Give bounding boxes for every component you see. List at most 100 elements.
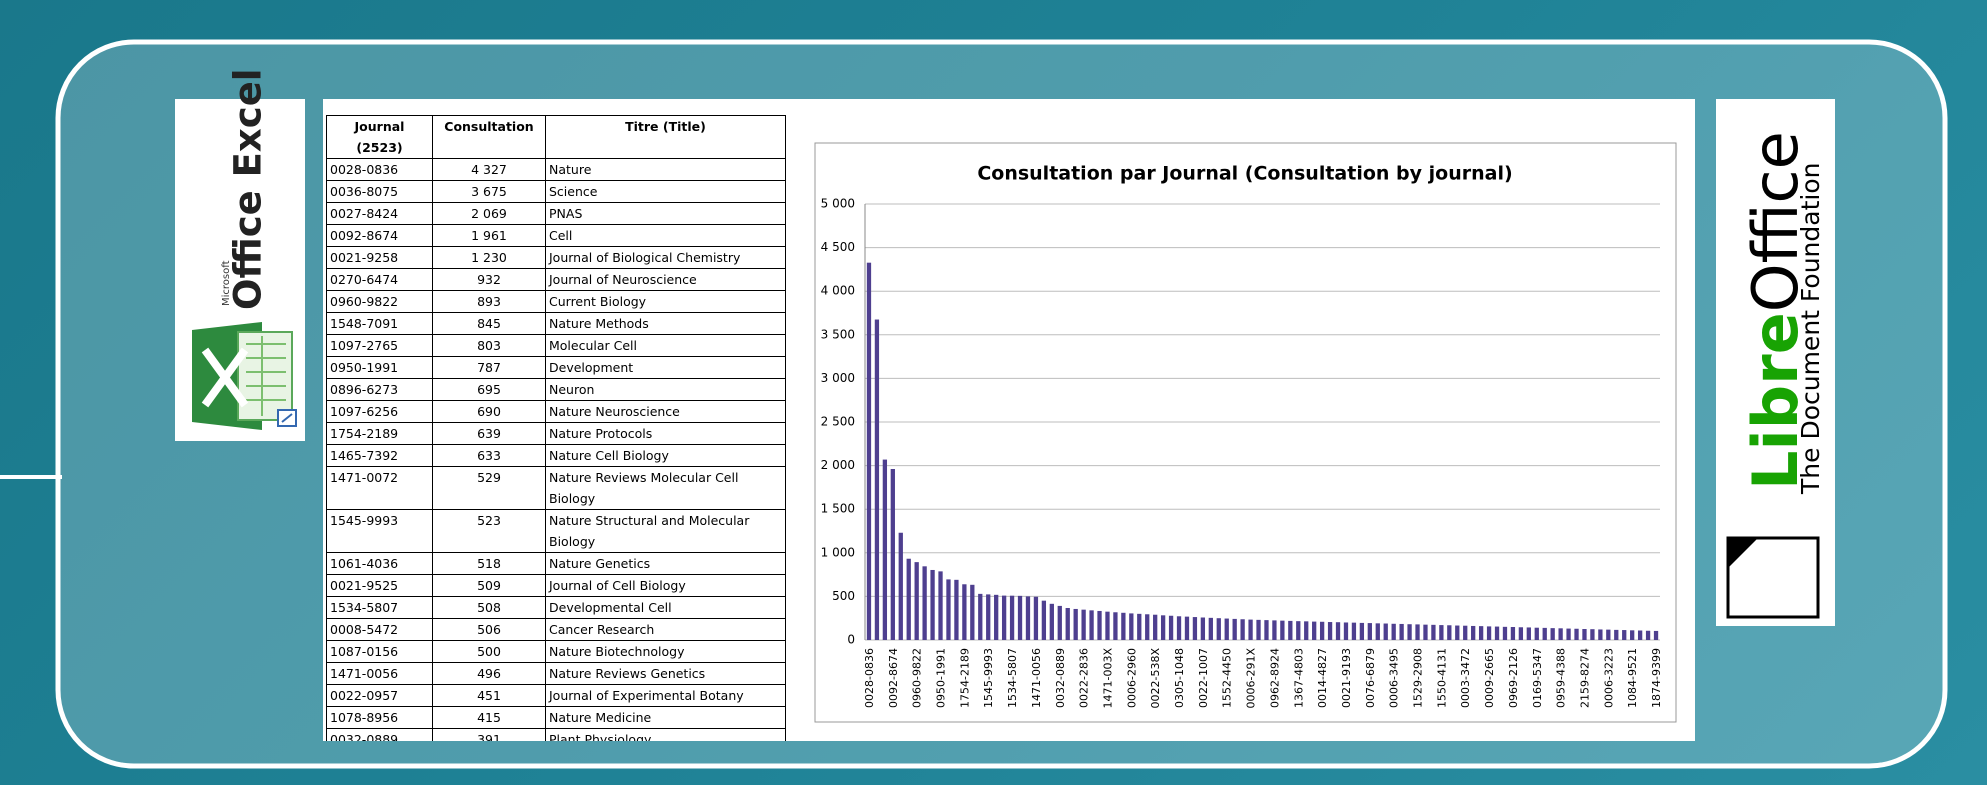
table-cell: 1061-4036 [326,552,433,575]
table-row: 0021-9525 509 Journal of Cell Biology [326,574,786,597]
table-row: 0027-8424 2 069 PNAS [326,202,786,225]
x-tick-label: 1471-003X [1101,648,1114,709]
bar [1630,630,1635,640]
y-tick-label: 4 500 [821,240,855,254]
bar [914,562,919,640]
x-tick-label: 2159-8274 [1578,648,1591,708]
bar [1288,620,1293,640]
y-tick-label: 5 000 [821,197,855,211]
bar [1312,621,1317,640]
y-tick-label: 1 500 [821,502,855,516]
bar [1280,620,1285,640]
bar [1343,622,1349,640]
bar [1160,615,1166,640]
table-cell: 1087-0156 [326,640,433,663]
excel-maker: Microsoft [221,260,232,306]
bar [1455,625,1460,640]
libreoffice-wordmark: LibreOffice [1739,131,1812,490]
bar [1598,629,1603,640]
office: Office [1739,131,1812,312]
bar [1327,622,1333,640]
x-tick-label: 0006-2960 [1125,648,1138,708]
bar [922,566,927,640]
table-row: 1471-0072 529 Nature Reviews Molecular Cel… [326,466,786,510]
bar [1423,624,1428,640]
x-tick-label: 0092-8674 [887,648,900,708]
bar [1129,613,1134,640]
table-row: 1097-2765 803 Molecular Cell [326,334,786,357]
bar [1033,596,1039,640]
table-cell: 0950-1991 [326,356,433,379]
x-tick-label: 0950-1991 [935,648,948,708]
bar [1224,618,1229,640]
bar [1526,627,1531,640]
bar [1606,629,1611,640]
bar [994,594,999,640]
y-tick-label: 1 000 [821,545,855,559]
x-tick-label: 0009-2665 [1483,648,1496,708]
bar [874,319,880,640]
table-row: 1548-7091 845 Nature Methods [326,312,786,335]
y-tick-label: 3 500 [821,327,855,341]
table-cell: 1078-8956 [326,706,433,729]
bar [1471,625,1476,640]
table-cell: 1545-9993 [326,509,433,553]
bar [1184,616,1190,640]
bar [1240,619,1245,640]
table-cell: Nature Structural and Molecular Biology [545,509,786,553]
y-tick-label: 500 [832,589,855,603]
x-tick-label: 0032-0889 [1054,648,1067,708]
libre: Libre [1739,312,1812,490]
bar [1025,596,1031,640]
table-row: 1097-6256 690 Nature Neuroscience [326,400,786,423]
bar [1431,624,1436,640]
bar [1192,617,1198,640]
bar [1153,614,1158,640]
bar [1041,600,1047,640]
bar [1637,630,1643,640]
table-row: 1061-4036 518 Nature Genetics [326,552,786,575]
bar [1137,613,1142,640]
x-tick-label: 0969-2126 [1507,648,1520,708]
bar [1216,618,1221,640]
x-tick-label: 1084-9521 [1626,648,1639,708]
table-cell: Nature Reviews Genetics [545,662,786,685]
table-row: 1087-0156 500 Nature Biotechnology [326,640,786,663]
x-tick-label: 0960-9822 [911,648,924,708]
table-cell: 0021-9525 [326,574,433,597]
bar [898,532,903,640]
table-row: 0960-9822 893 Current Biology [326,290,786,313]
bar [1367,623,1372,640]
table-cell: 2 069 [432,202,546,225]
y-tick-label: 0 [847,633,855,647]
table-cell: Plant Physiology [545,728,786,741]
bar [1264,620,1269,640]
x-tick-label: 0014-4827 [1316,648,1329,708]
excel-product: Office Excel [227,69,270,310]
bar [1200,617,1206,640]
bar [1208,617,1213,640]
bar [930,569,935,640]
table-row: 0036-8075 3 675 Science [326,180,786,203]
chart-title: Consultation par Journal (Consultation b… [977,163,1512,185]
table-cell: 787 [432,356,546,379]
x-tick-label: 0305-1048 [1173,648,1186,708]
bar [1494,626,1500,640]
bar [1383,623,1388,640]
bar [1375,623,1380,640]
table-cell: 1465-7392 [326,444,433,467]
x-tick-label: 1529-2908 [1412,648,1425,708]
bar [1296,621,1301,640]
table-cell: 529 [432,466,546,510]
bar [906,558,911,640]
bar [1534,627,1539,640]
bar [1073,608,1078,640]
bar [1248,619,1253,640]
table-body: 0028-0836 4 327 Nature 0036-8075 3 675 Scienc… [326,158,786,741]
table-cell: 523 [432,509,546,553]
bar [1391,623,1396,640]
y-tick-label: 2 500 [821,415,855,429]
table-row: 0032-0889 391 Plant Physiology [326,728,786,741]
bar [1168,615,1174,640]
bar [1478,626,1484,640]
